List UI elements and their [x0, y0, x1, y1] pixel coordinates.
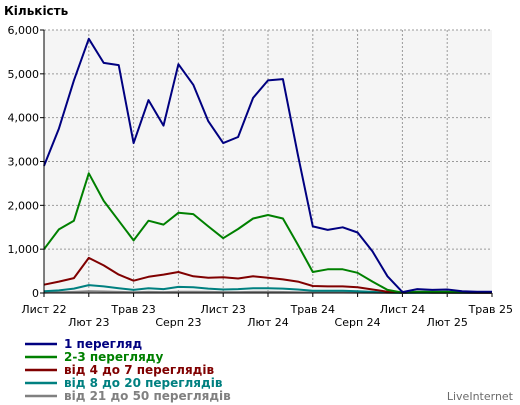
brand-label: LiveInternet: [447, 390, 514, 403]
x-tick-label: Лист 22: [21, 303, 66, 316]
y-tick-label: 0: [32, 287, 39, 300]
grid-lines: [44, 29, 492, 293]
y-tick-label: 6,000: [8, 24, 40, 37]
legend-label: від 4 до 7 переглядів: [64, 363, 214, 377]
legend-label: 2-3 перегляду: [64, 350, 163, 364]
series-line: [43, 172, 492, 294]
x-tick-label: Лют 23: [68, 316, 109, 329]
y-tick-label: 1,000: [8, 243, 40, 256]
x-tick-label: Трав 23: [110, 303, 155, 316]
x-tick-label: Лют 25: [426, 316, 467, 329]
x-tick-label: Лист 24: [380, 303, 425, 316]
x-tick-label: Серп 23: [155, 316, 201, 329]
x-tick-label: Трав 24: [290, 303, 335, 316]
y-axis-ticks: 0 1,000 2,000 3,000 4,000 5,000 6,000: [8, 24, 44, 300]
legend-label: 1 перегляд: [64, 337, 142, 351]
series-line: [43, 37, 492, 294]
x-tick-label: Серп 24: [335, 316, 381, 329]
y-tick-label: 5,000: [8, 68, 40, 81]
y-tick-label: 3,000: [8, 156, 40, 169]
y-tick-label: 2,000: [8, 199, 40, 212]
y-tick-label: 4,000: [8, 112, 40, 125]
legend-label: від 8 до 20 переглядів: [64, 376, 223, 390]
legend-label: від 21 до 50 переглядів: [64, 389, 231, 403]
y-axis-label: Кількість: [4, 4, 69, 18]
x-tick-label: Трав 25: [468, 303, 513, 316]
x-tick-label: Лют 24: [247, 316, 288, 329]
x-tick-label: Лист 23: [201, 303, 246, 316]
